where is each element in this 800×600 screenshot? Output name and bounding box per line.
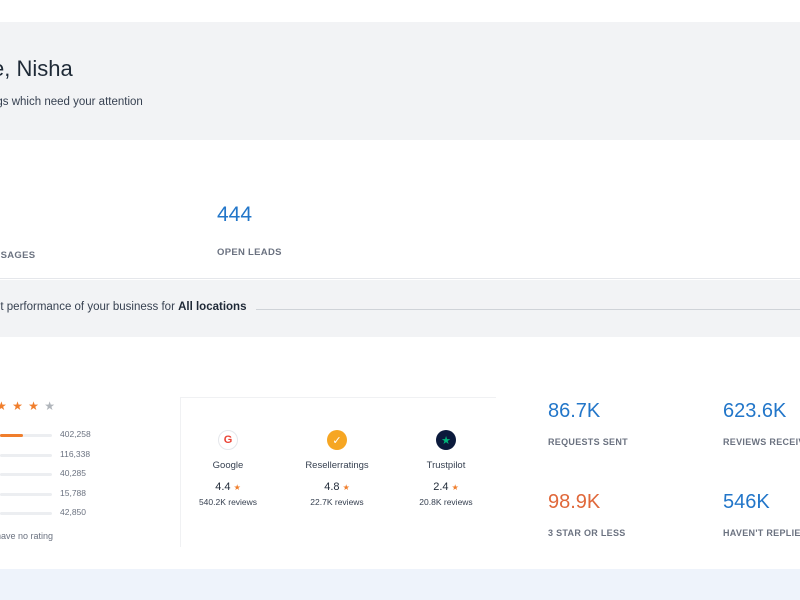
rating-count: 116,338 xyxy=(60,448,91,459)
kpi-havent-replied[interactable]: 546K HAVEN'T REPLIED xyxy=(723,491,800,538)
rating-bar-track xyxy=(0,473,52,476)
rating-bar-row: 42,850 xyxy=(0,506,92,522)
rating-bar-row: 116,338 xyxy=(0,448,92,464)
review-sources: G Google 4.4 ★ 540.2K reviews ✓ Reseller… xyxy=(180,397,496,547)
source-rating: 4.4 ★ xyxy=(178,481,278,493)
star-rating: ★ ★ ★ ★ xyxy=(0,399,56,413)
stars-filled: ★ ★ ★ xyxy=(0,399,45,413)
rating-value: 4.4 xyxy=(215,481,231,493)
rating-bar-fill xyxy=(0,434,24,437)
stat-open-leads[interactable]: 444 OPEN LEADS xyxy=(217,203,282,258)
stat-messages[interactable]: SSAGES xyxy=(0,203,35,261)
rating-count: 402,258 xyxy=(60,429,91,439)
kpi-three-star-or-less[interactable]: 98.9K 3 STAR OR LESS xyxy=(548,491,626,538)
kpi-label: HAVEN'T REPLIED xyxy=(723,528,800,538)
kpi-requests-sent[interactable]: 86.7K REQUESTS SENT xyxy=(548,400,628,447)
rating-bar-track xyxy=(0,453,52,457)
divider xyxy=(256,309,800,310)
kpi-label: REVIEWS RECEIVE xyxy=(723,437,800,447)
no-rating-text: have no rating xyxy=(0,531,54,541)
rating-bar-track xyxy=(0,512,52,515)
source-reviews: 22.7K reviews xyxy=(310,497,364,507)
source-name: Trustpilot xyxy=(426,460,466,471)
rating-value: 4.8 xyxy=(324,481,340,493)
stats-card: SSAGES 444 OPEN LEADS xyxy=(0,141,800,279)
star-icon: ★ xyxy=(342,483,350,492)
rating-bar-track xyxy=(0,492,52,496)
source-trustpilot[interactable]: ★ Trustpilot 2.4 ★ 20.8K reviews xyxy=(396,430,496,507)
bottom-section xyxy=(0,569,800,600)
star-icon: ★ xyxy=(233,483,241,492)
kpi-value: 546K xyxy=(723,491,770,513)
kpi-value: 86.7K xyxy=(548,400,601,422)
top-strip xyxy=(0,0,800,22)
rating-value: 2.4 xyxy=(433,481,449,493)
trustpilot-star-icon: ★ xyxy=(436,430,456,450)
rating-bar-row: 40,285 xyxy=(0,467,92,483)
performance-prefix: nt performance of your business for xyxy=(0,301,179,313)
source-resellerratings[interactable]: ✓ Resellerratings 4.8 ★ 22.7K reviews xyxy=(287,430,387,507)
performance-text: nt performance of your business for All … xyxy=(0,301,246,313)
google-icon: G xyxy=(218,430,238,450)
kpi-label: REQUESTS SENT xyxy=(548,437,628,447)
star-icon: ★ xyxy=(451,483,459,492)
rating-count: 40,285 xyxy=(60,468,86,478)
kpi-label: 3 STAR OR LESS xyxy=(548,528,626,538)
source-google[interactable]: G Google 4.4 ★ 540.2K reviews xyxy=(178,430,278,507)
welcome-subtitle: ngs which need your attention xyxy=(0,96,143,108)
welcome-title: e, Nisha xyxy=(0,56,73,81)
kpi-value: 623.6K xyxy=(723,400,787,422)
stat-label: SSAGES xyxy=(0,250,36,261)
rating-bar-row: 402,258 xyxy=(0,428,92,444)
source-name: Google xyxy=(212,460,244,471)
rating-count: 15,788 xyxy=(60,487,86,498)
location-selector[interactable]: All locations xyxy=(178,301,247,313)
check-badge-icon: ✓ xyxy=(327,430,347,450)
rating-bar-track xyxy=(0,434,52,437)
source-rating: 4.8 ★ xyxy=(287,481,387,493)
rating-count: 42,850 xyxy=(60,507,86,517)
source-reviews: 20.8K reviews xyxy=(419,497,473,507)
source-name: Resellerratings xyxy=(305,460,369,471)
kpi-reviews-received[interactable]: 623.6K REVIEWS RECEIVE xyxy=(723,400,800,447)
stat-label: OPEN LEADS xyxy=(217,247,282,258)
source-reviews: 540.2K reviews xyxy=(198,497,258,507)
stat-value: 444 xyxy=(217,203,253,226)
rating-bar-row: 15,788 xyxy=(0,487,92,503)
stars-empty: ★ xyxy=(44,399,57,413)
source-rating: 2.4 ★ xyxy=(396,481,496,493)
performance-card: ★ ★ ★ ★ 402,258 116,338 40,285 15,788 42,850… xyxy=(0,337,800,569)
kpi-value: 98.9K xyxy=(548,491,601,513)
welcome-banner: e, Nisha ngs which need your attention xyxy=(0,22,800,140)
performance-header: nt performance of your business for All … xyxy=(0,280,800,337)
